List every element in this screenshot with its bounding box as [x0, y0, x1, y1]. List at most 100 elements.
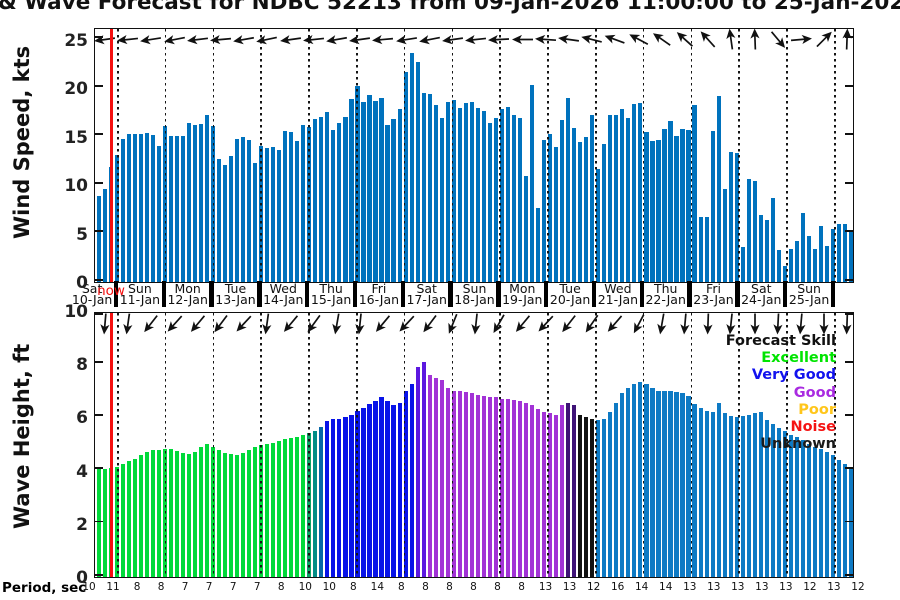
- wave-height-bar: [752, 413, 757, 577]
- wave-height-direction-arrow: [371, 315, 395, 332]
- wave-height-direction-arrow: [835, 313, 859, 335]
- day-gridline: [834, 313, 836, 577]
- wind-speed-direction-arrow: [139, 33, 163, 46]
- period-value: 12: [803, 581, 817, 593]
- wind-speed-bar: [638, 102, 643, 282]
- wave-height-bar: [156, 450, 161, 577]
- day-gridline: [212, 313, 215, 577]
- wave-height-bar: [584, 417, 589, 577]
- wind-speed-direction-arrow: [209, 33, 233, 46]
- period-value: 10: [298, 581, 312, 593]
- wave-height-bar: [96, 469, 101, 577]
- wind-speed-bar: [102, 188, 107, 282]
- wave-height-direction-arrow: [139, 315, 163, 333]
- period-value: 16: [610, 581, 625, 593]
- wind-speed-bar: [523, 176, 529, 282]
- day-date: 10-Jan: [71, 292, 113, 308]
- wind-speed-bar: [96, 195, 101, 282]
- wind-speed-bar: [150, 134, 155, 282]
- wave-height-bar: [770, 424, 775, 577]
- day-date: 19-Jan: [502, 292, 543, 308]
- day-of-week: Sun: [797, 280, 821, 296]
- wave-height-bar: [367, 404, 372, 577]
- day-gridline: [595, 29, 597, 282]
- wave-height-bar: [548, 413, 553, 577]
- wave-height-direction-arrow: [395, 315, 419, 332]
- wave-height-bar: [222, 453, 228, 577]
- wind-speed-bar: [710, 130, 715, 282]
- day-gridline: [738, 313, 741, 577]
- period-value: 10: [322, 581, 336, 593]
- wind-speed-bar: [120, 139, 125, 282]
- wind-speed-direction-arrow: [696, 31, 720, 48]
- wave-height-bar: [800, 440, 806, 577]
- wave-height-bar: [409, 384, 414, 577]
- wave-height-bar: [602, 418, 607, 577]
- wave-height-bar: [457, 391, 462, 577]
- wave-height-bar: [758, 412, 763, 577]
- wind-speed-bar: [204, 115, 210, 282]
- wave-height-bar: [734, 417, 739, 577]
- wave-height-bar: [710, 412, 715, 577]
- wind-speed-bar: [295, 141, 300, 282]
- day-of-week: Sat: [81, 280, 103, 296]
- now-line: [109, 313, 114, 577]
- wave-height-bar: [283, 439, 288, 577]
- wave-height-plot: [94, 312, 854, 578]
- wave-height-bar: [174, 451, 179, 577]
- wave-height-bar: [746, 414, 751, 577]
- day-gridline: [403, 313, 406, 577]
- wave-height-bar: [794, 437, 799, 577]
- period-value: 7: [181, 581, 189, 593]
- wave-height-bar: [150, 449, 155, 577]
- wind-speed-bar: [734, 153, 739, 282]
- wave-height-direction-arrow: [487, 314, 511, 334]
- day-tick-mark: [448, 281, 453, 307]
- wind-speed-bar: [788, 249, 793, 282]
- period-value: 13: [562, 581, 577, 593]
- wind-speed-bar: [415, 61, 420, 282]
- period-value: 13: [731, 581, 745, 593]
- wind-speed-bar: [746, 179, 751, 282]
- wind-speed-bar: [451, 99, 456, 282]
- wave-height-bar: [782, 430, 787, 577]
- wave-height-direction-arrow: [93, 313, 117, 335]
- wind-speed-direction-arrow: [418, 33, 442, 46]
- y-tick-mark: [845, 133, 853, 136]
- period-value: 10: [82, 581, 96, 593]
- period-value: 7: [205, 581, 213, 593]
- wind-speed-bar: [499, 109, 505, 282]
- day-date: 23-Jan: [693, 292, 734, 308]
- wave-height-bar: [728, 416, 733, 577]
- y-tick-mark: [95, 520, 103, 523]
- wave-height-bar: [234, 455, 240, 577]
- wave-height-bar: [505, 399, 511, 577]
- day-of-week: Sat: [416, 280, 437, 296]
- day-tick-mark: [830, 281, 836, 307]
- period-value: 8: [277, 581, 285, 593]
- wave-height-bar: [271, 442, 276, 577]
- legend-title: Forecast Skill: [725, 333, 836, 349]
- day-of-week: Thu: [653, 280, 678, 296]
- day-of-week: Sat: [751, 280, 772, 296]
- wave-height-bar: [499, 398, 505, 577]
- wind-speed-direction-arrow: [395, 33, 419, 46]
- wave-height-bar: [566, 402, 571, 577]
- wave-height-bar: [812, 446, 818, 577]
- wind-speed-bar: [692, 104, 697, 282]
- wind-speed-bar: [385, 124, 390, 282]
- wave-height-direction-arrow: [116, 313, 140, 335]
- wave-height-direction-arrow: [696, 313, 720, 335]
- day-gridline: [308, 313, 310, 577]
- period-value: 11: [106, 581, 120, 593]
- wave-height-bar: [114, 466, 119, 577]
- wave-height-bar: [216, 450, 222, 577]
- wave-height-bar: [319, 426, 324, 577]
- wind-speed-direction-arrow: [812, 31, 836, 48]
- wind-speed-bar: [668, 121, 673, 282]
- wave-height-bar: [198, 447, 204, 577]
- wave-height-direction-arrow: [603, 315, 627, 332]
- wave-height-bar: [686, 396, 691, 577]
- wind-speed-bar: [620, 109, 625, 282]
- wind-speed-direction-arrow: [464, 33, 488, 46]
